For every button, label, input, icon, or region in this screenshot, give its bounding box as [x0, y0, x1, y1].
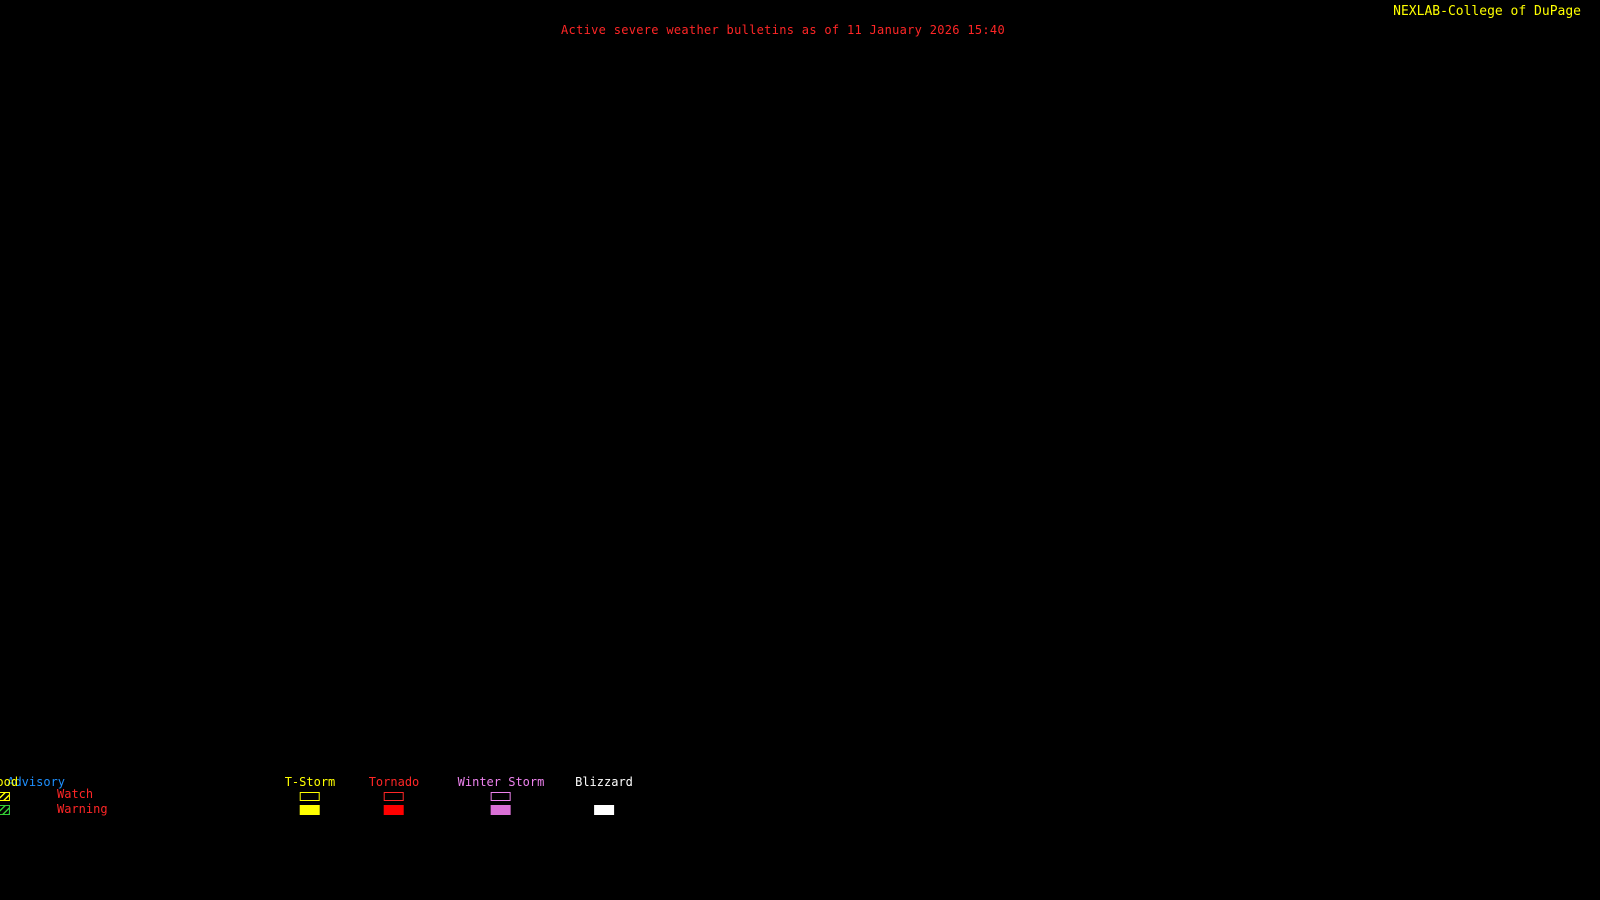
tstorm-watch-swatch — [299, 792, 320, 801]
tstorm-label: T-Storm — [284, 775, 336, 789]
attribution-text: NEXLAB-College of DuPage — [1393, 4, 1581, 19]
legend: Watch Warning T-Storm Tornado Winter Storm… — [0, 776, 700, 824]
blizzard-warning-swatch — [593, 805, 614, 815]
tornado-label: Tornado — [368, 775, 420, 789]
legend-warning-label: Warning — [57, 802, 108, 816]
legend-column-flood: Flood — [0, 776, 18, 815]
dupage-logo-icon — [1584, 5, 1597, 19]
winter-storm-warning-swatch — [490, 805, 511, 815]
legend-column-blizzard: Blizzard — [575, 776, 633, 815]
flood-warning-swatch — [0, 805, 10, 815]
attribution: NEXLAB-College of DuPage — [1393, 4, 1597, 19]
legend-column-winter-storm: Winter Storm — [457, 775, 545, 815]
legend-watch-label: Watch — [57, 787, 94, 801]
flood-label: Flood — [0, 775, 19, 789]
winter-wx-advisory-label: Winter Wx Advisory — [0, 775, 66, 789]
tstorm-warning-swatch — [299, 805, 320, 815]
bulletin-title: Active severe weather bulletins as of 11… — [561, 23, 1005, 37]
winter-storm-label: Winter Storm — [457, 775, 545, 789]
blizzard-label: Blizzard — [575, 775, 633, 789]
tornado-warning-swatch — [383, 805, 404, 815]
tornado-watch-swatch — [383, 792, 404, 801]
legend-column-tstorm: T-Storm — [284, 775, 336, 815]
winter-storm-watch-swatch — [490, 792, 511, 801]
flood-watch-swatch — [0, 792, 10, 801]
legend-column-tornado: Tornado — [368, 775, 420, 815]
